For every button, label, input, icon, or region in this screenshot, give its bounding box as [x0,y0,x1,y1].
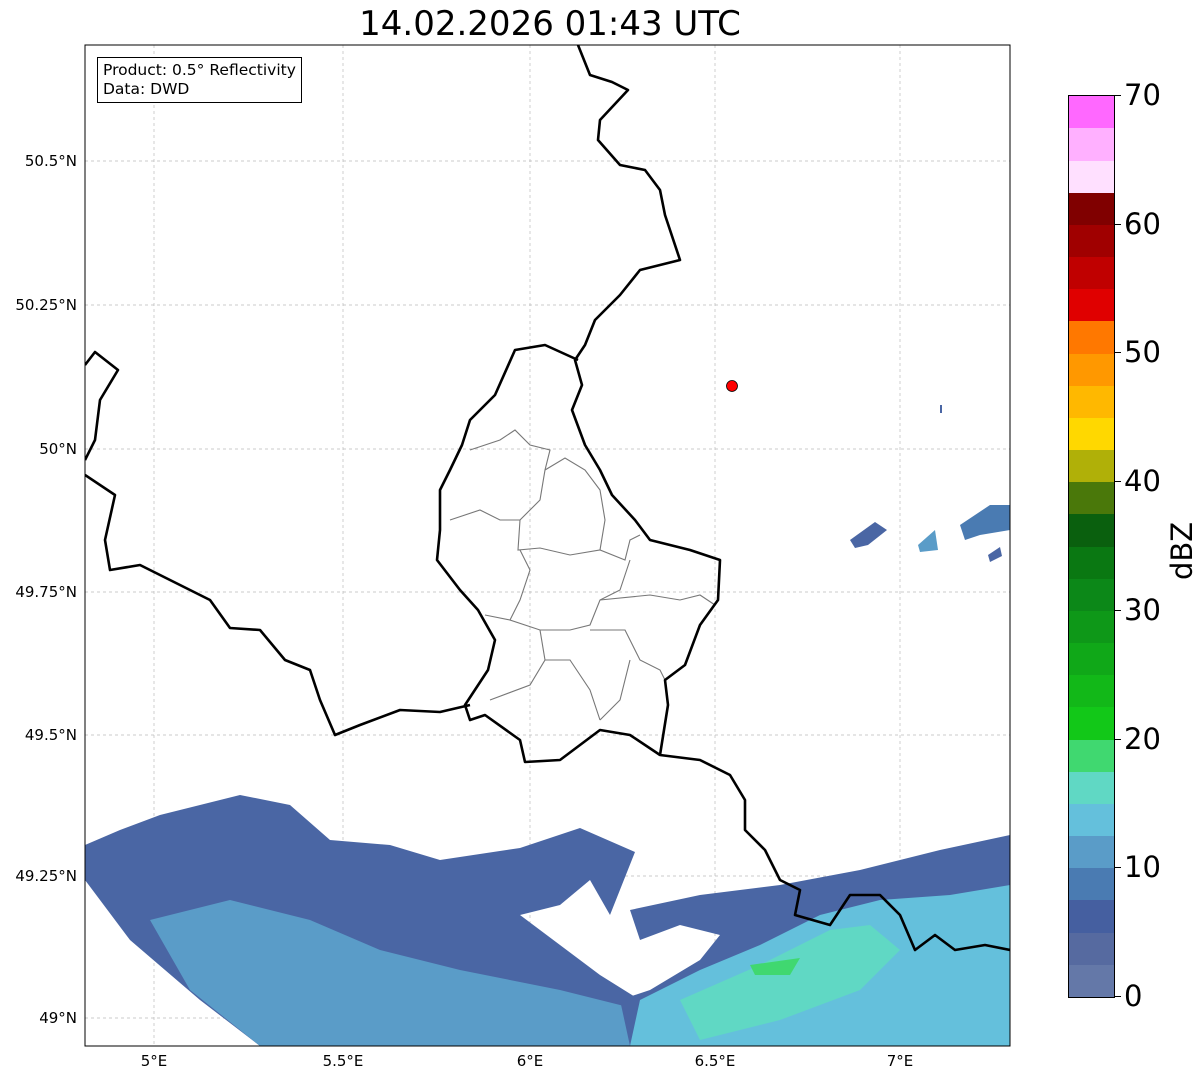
colorbar-band [1069,964,1114,997]
colorbar-band [1069,900,1114,933]
colorbar-band [1069,257,1114,290]
colorbar-band [1069,803,1114,837]
echo-east-1 [850,522,887,548]
colorbar-band [1069,192,1114,225]
border-germany-west [570,45,1010,952]
data-source-label: Data: DWD [103,80,190,98]
colorbar-tick [1114,481,1121,483]
colorbar-band [1069,707,1114,740]
x-tick-label: 7°E [886,1052,914,1070]
echo-speck [940,405,942,413]
echo-core [680,925,900,1040]
colorbar-tick-label: 50 [1124,335,1161,370]
colorbar-band [1069,289,1114,322]
colorbar-band [1069,321,1114,354]
colorbar-label: dBZ [1165,521,1199,580]
colorbar-band [1069,224,1114,258]
colorbar-band [1069,771,1114,804]
y-tick-label: 49.25°N [15,867,77,885]
map-title: 14.02.2026 01:43 UTC [359,4,741,44]
x-tick-label: 5°E [140,1052,168,1070]
info-box: Product: 0.5° Reflectivity Data: DWD [97,57,302,103]
echo-southwest-inner [150,900,640,1046]
echo-east-2 [918,530,938,552]
colorbar-band [1069,643,1114,676]
colorbar-tick-label: 70 [1124,78,1161,112]
y-tick-label: 49.5°N [24,726,77,744]
y-tick-label: 50.5°N [24,152,77,170]
colorbar-band [1069,739,1114,772]
colorbar-band [1069,450,1114,483]
colorbar-band [1069,514,1114,547]
colorbar-band [1069,417,1114,451]
colorbar [1068,95,1115,998]
echo-east-3 [960,505,1010,540]
colorbar-band [1069,96,1114,129]
country-borders [85,45,1010,952]
colorbar-band [1069,128,1114,161]
colorbar-tick-label: 60 [1124,206,1161,241]
colorbar-band [1069,546,1114,579]
y-tick-label: 49.75°N [15,583,77,601]
x-tick-label: 6.5°E [694,1052,736,1070]
x-tick-label: 5.5°E [322,1052,364,1070]
district-borders [449,429,716,721]
colorbar-band [1069,610,1114,644]
colorbar-band [1069,836,1114,869]
colorbar-tick [1114,867,1121,869]
echo-core-green [750,958,800,975]
border-luxembourg-west [435,343,661,764]
colorbar-band [1069,160,1114,193]
y-tick-label: 50°N [39,440,77,458]
colorbar-tick [1114,609,1121,611]
plot-frame [84,44,1011,1047]
y-tick-label: 49°N [39,1009,77,1027]
colorbar-tick [1114,996,1121,997]
colorbar-band [1069,578,1114,611]
colorbar-tick [1114,738,1121,740]
colorbar-tick-label: 10 [1124,850,1161,885]
radar-echoes [85,405,1010,1046]
radar-site-marker [726,380,738,392]
colorbar-band [1069,868,1114,901]
product-label: Product: 0.5° Reflectivity [103,61,296,79]
border-belgium-france [85,473,471,737]
colorbar-tick [1114,95,1121,96]
colorbar-band [1069,675,1114,708]
x-tick-label: 6°E [516,1052,544,1070]
colorbar-band [1069,353,1114,386]
y-tick-label: 50.25°N [15,296,77,314]
echo-east-4 [988,547,1002,562]
colorbar-tick-label: 30 [1124,592,1161,627]
colorbar-tick-label: 40 [1124,464,1161,499]
border-belgium-north [85,350,120,461]
colorbar-tick-label: 0 [1124,979,1143,1013]
colorbar-band [1069,385,1114,418]
colorbar-tick-label: 20 [1124,721,1161,756]
colorbar-band [1069,482,1114,515]
colorbar-tick [1114,223,1121,225]
colorbar-band [1069,932,1114,965]
colorbar-tick [1114,352,1121,354]
